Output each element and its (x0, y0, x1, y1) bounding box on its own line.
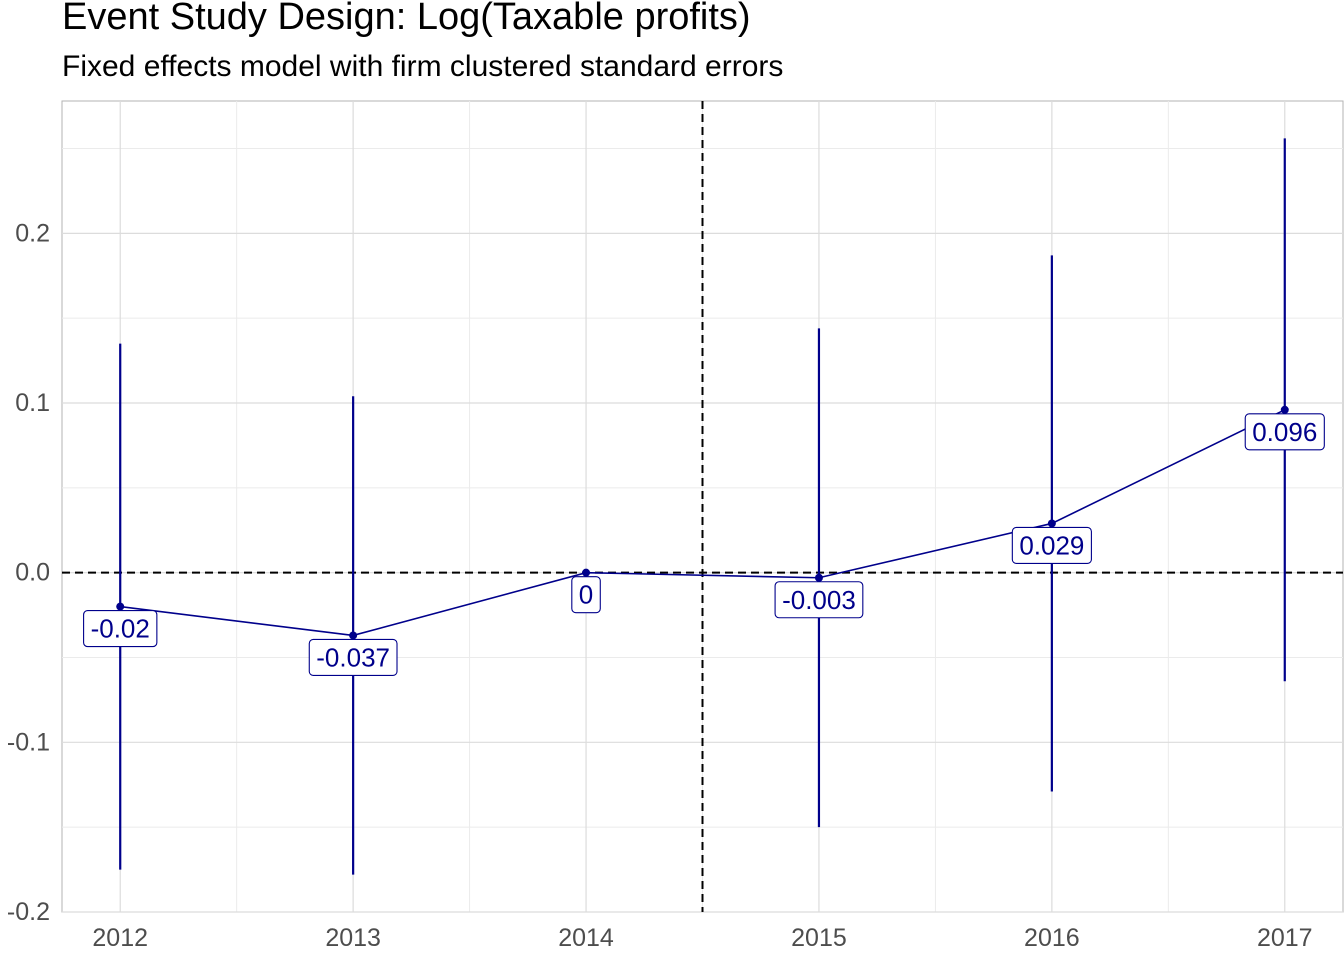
chart-title: Event Study Design: Log(Taxable profits) (62, 0, 751, 38)
y-tick-label: 0.2 (15, 219, 50, 247)
series-line (120, 409, 1286, 637)
data-point (582, 568, 591, 577)
x-tick-label: 2012 (92, 924, 148, 952)
x-tick-label: 2017 (1257, 924, 1313, 952)
data-label-box (308, 638, 398, 676)
data-label-box (1011, 526, 1092, 565)
data-label-box (571, 576, 601, 614)
x-tick-label: 2013 (325, 924, 381, 952)
x-tick-label: 2016 (1024, 924, 1080, 952)
data-label-text: -0.037 (316, 642, 390, 672)
reference-lines (62, 101, 1343, 912)
data-label: -0.037 (308, 638, 398, 676)
axis-tick-labels: 2012 2013 2014 2015 2016 2017 -0.2 -0.1 0.0 0.1 0.… (7, 219, 1313, 952)
data-label-box (83, 610, 158, 648)
data-label-text: 0 (579, 580, 593, 610)
series-line-group (120, 409, 1286, 637)
data-label: 0 (571, 576, 601, 614)
data-label-text: 0.096 (1252, 417, 1317, 447)
data-label: -0.02 (83, 610, 158, 648)
data-label-text: -0.02 (91, 614, 150, 644)
data-point (814, 573, 823, 582)
x-tick-label: 2014 (558, 924, 614, 952)
x-tick-label: 2015 (791, 924, 847, 952)
data-label-box (1244, 413, 1325, 451)
data-label-text: -0.003 (782, 585, 856, 615)
data-label: 0.029 (1011, 526, 1092, 565)
data-label: 0.096 (1244, 413, 1325, 451)
data-label: -0.003 (774, 581, 864, 619)
y-tick-label: 0.0 (15, 559, 50, 587)
data-label-box (774, 581, 864, 619)
data-point (349, 631, 358, 640)
points (116, 405, 1289, 640)
data-point (1280, 405, 1289, 414)
chart-subtitle: Fixed effects model with firm clustered … (62, 50, 784, 83)
data-labels: -0.02 -0.037 0 -0.003 0.029 0.096 (83, 413, 1325, 676)
data-label-text: 0.029 (1019, 530, 1084, 560)
data-point (116, 602, 125, 611)
data-point (1047, 519, 1056, 528)
y-tick-label: 0.1 (15, 389, 50, 417)
y-tick-label: -0.2 (7, 898, 50, 926)
y-tick-label: -0.1 (7, 728, 50, 756)
